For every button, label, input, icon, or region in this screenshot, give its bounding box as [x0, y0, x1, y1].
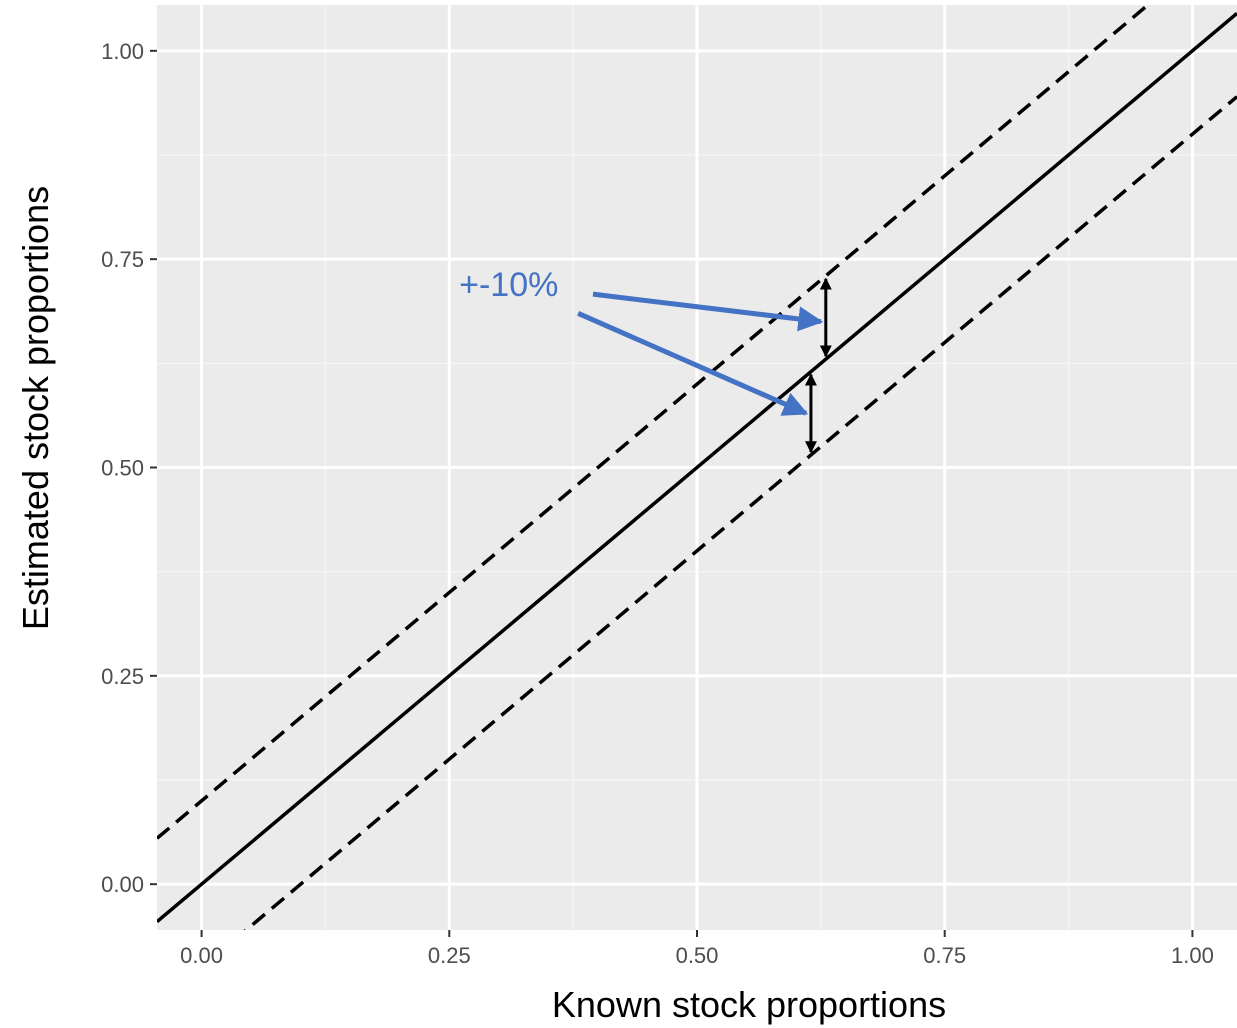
annotation-arrow-lower [577, 311, 809, 416]
series-line-identity [157, 11, 1237, 924]
y-axis-title: Estimated stock proportions [15, 186, 56, 630]
x-tick-label: 0.25 [428, 943, 471, 968]
y-tick-label: 0.25 [101, 664, 144, 689]
axis-ticks [150, 49, 1194, 937]
x-tick-label: 1.00 [1171, 943, 1214, 968]
annotation-label: +-10% [459, 266, 558, 304]
x-tick-label: 0.50 [676, 943, 719, 968]
y-tick-label: 1.00 [101, 39, 144, 64]
x-axis-title: Known stock proportions [552, 984, 946, 1025]
annotation-arrow-upper [592, 291, 824, 332]
series-line-lower-10pct [243, 95, 1237, 930]
series-layer [157, 5, 1237, 930]
y-tick-label: 0.00 [101, 872, 144, 897]
y-axis-tick-labels: 0.00 0.25 0.50 0.75 1.00 [101, 39, 144, 897]
y-tick-label: 0.50 [101, 456, 144, 481]
y-tick-label: 0.75 [101, 247, 144, 272]
annotation-layer: +-10% [459, 266, 832, 454]
x-tick-label: 0.00 [180, 943, 223, 968]
series-line-upper-10pct [157, 5, 1151, 840]
x-tick-label: 0.75 [923, 943, 966, 968]
x-axis-tick-labels: 0.00 0.25 0.50 0.75 1.00 [180, 943, 1214, 968]
